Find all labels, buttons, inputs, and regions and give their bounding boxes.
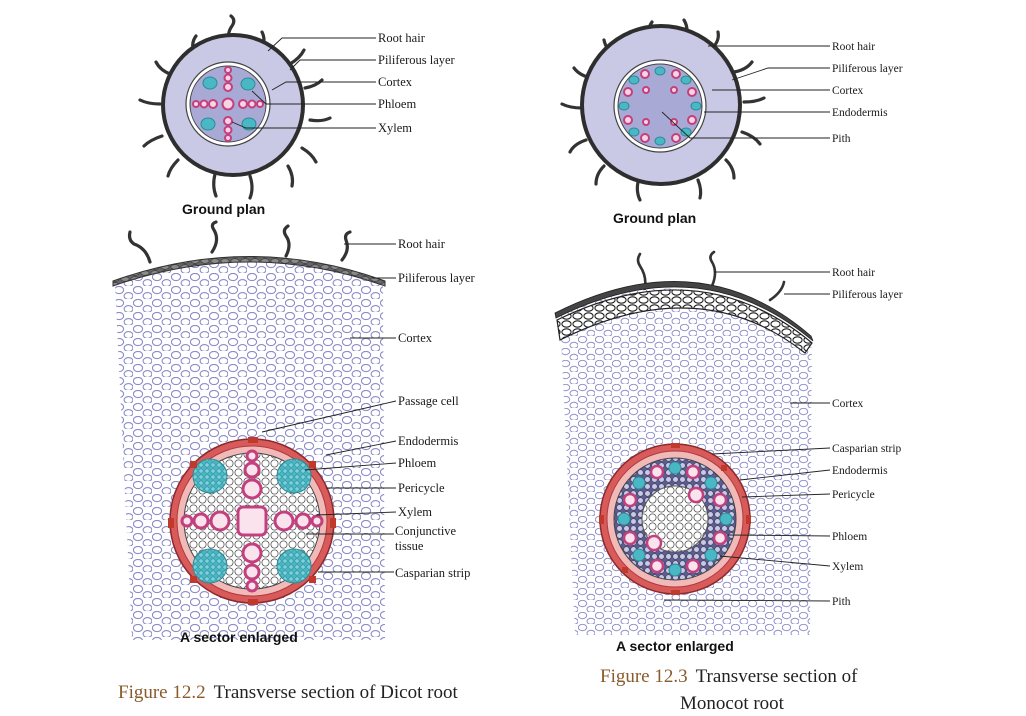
dicot-gp-xylem: [192, 66, 264, 142]
monocot-sector-label-xylem: Xylem: [832, 561, 863, 573]
monocot-sector: Root hair Piliferous layer Cortex Caspar…: [554, 250, 903, 654]
dicot-sector-label-phloem: Phloem: [398, 456, 436, 470]
monocot-sector-label-root-hair: Root hair: [832, 267, 875, 279]
monocot-gp-label-piliferous: Piliferous layer: [832, 63, 903, 75]
monocot-gp-label-pith: Pith: [832, 133, 851, 145]
dicot-sector-phloem: [192, 458, 312, 584]
monocot-sector-leaders: [663, 271, 831, 602]
monocot-caption: Figure 12.3 Transverse section of Monocot…: [600, 666, 858, 714]
monocot-gp-label-endodermis: Endodermis: [832, 107, 888, 119]
dicot-sector-label-endodermis: Endodermis: [398, 434, 459, 448]
monocot-sector-label-pith: Pith: [832, 596, 851, 608]
monocot-sector-outer-cortex: [556, 289, 813, 354]
dicot-figure-title: Transverse section of Dicot root: [214, 682, 459, 703]
monocot-sector-label-cortex: Cortex: [832, 398, 864, 410]
dicot-gp-title: Ground plan: [182, 201, 265, 217]
dicot-sector-title: A sector enlarged: [180, 629, 298, 645]
monocot-figure-title-line1: Transverse section of: [696, 666, 858, 687]
dicot-sector-root-hairs: [127, 220, 352, 264]
monocot-gp-xylem: [623, 69, 697, 143]
dicot-gp-root-hairs: [138, 14, 332, 200]
monocot-sector-piliferous-layer: [554, 281, 814, 342]
dicot-sector-piliferous-layer: [112, 256, 386, 287]
dicot-sector-label-cortex: Cortex: [398, 331, 433, 345]
dicot-sector-label-tissue: tissue: [395, 539, 424, 553]
dicot-caption: Figure 12.2 Transverse section of Dicot r…: [118, 682, 458, 703]
monocot-sector-label-endodermis: Endodermis: [832, 465, 888, 477]
monocot-gp-leaders: [661, 45, 830, 139]
monocot-ground-plan: Root hair Piliferous layer Cortex Endode…: [560, 18, 903, 226]
monocot-sector-label-phloem: Phloem: [832, 531, 867, 543]
monocot-sector-casparian-strips: [599, 443, 751, 595]
dicot-gp-label-xylem: Xylem: [378, 121, 412, 135]
monocot-sector-phloem: [617, 461, 733, 577]
dicot-sector-xylem: [180, 449, 324, 593]
dicot-sector-label-casparian-strip: Casparian strip: [395, 566, 470, 580]
dicot-sector-label-xylem: Xylem: [398, 505, 432, 519]
dicot-gp-label-phloem: Phloem: [378, 97, 416, 111]
monocot-figure-number: Figure 12.3: [600, 666, 688, 687]
monocot-gp-title: Ground plan: [613, 210, 696, 226]
monocot-gp-phloem: [618, 66, 702, 146]
monocot-sector-label-pericycle: Pericycle: [832, 489, 875, 501]
dicot-sector-label-piliferous: Piliferous layer: [398, 271, 476, 285]
monocot-sector-label-piliferous: Piliferous layer: [832, 289, 903, 301]
dicot-sector: Root hair Piliferous layer Cortex Passag…: [112, 220, 476, 645]
monocot-figure-title-line2: Monocot root: [680, 693, 785, 714]
dicot-sector-leaders: [261, 243, 397, 573]
monocot-caption-line1: Figure 12.3 Transverse section of: [600, 666, 858, 687]
dicot-gp-label-root-hair: Root hair: [378, 31, 426, 45]
monocot-gp-label-cortex: Cortex: [832, 85, 864, 97]
dicot-gp-label-piliferous: Piliferous layer: [378, 53, 456, 67]
dicot-figure-number: Figure 12.2: [118, 682, 206, 703]
dicot-sector-label-passage-cell: Passage cell: [398, 394, 459, 408]
dicot-sector-casparian-strips: [168, 437, 336, 605]
dicot-gp-leaders: [231, 37, 376, 129]
dicot-sector-label-root-hair: Root hair: [398, 237, 446, 251]
dicot-sector-label-conjunctive: Conjunctive: [395, 524, 457, 538]
dicot-gp-phloem: [200, 76, 257, 131]
monocot-sector-label-casparian-strip: Casparian strip: [832, 443, 902, 455]
monocot-gp-label-root-hair: Root hair: [832, 41, 875, 53]
monocot-sector-pith: [641, 485, 709, 553]
dicot-gp-label-cortex: Cortex: [378, 75, 413, 89]
dicot-sector-label-pericycle: Pericycle: [398, 481, 445, 495]
dicot-caption-text: Figure 12.2 Transverse section of Dicot r…: [118, 682, 458, 703]
monocot-gp-pith: [617, 63, 703, 149]
monocot-sector-xylem: [622, 464, 728, 574]
monocot-sector-title: A sector enlarged: [616, 638, 734, 654]
dicot-ground-plan: Root hair Piliferous layer Cortex Phloem…: [138, 14, 456, 217]
